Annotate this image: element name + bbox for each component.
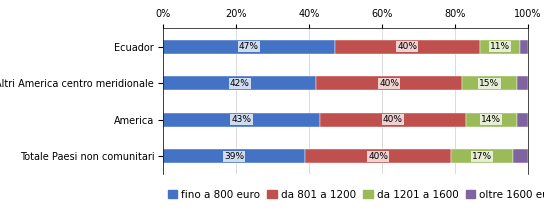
Bar <box>316 76 462 90</box>
Bar <box>451 149 513 163</box>
Bar <box>305 149 451 163</box>
Legend: fino a 800 euro, da 801 a 1200, da 1201 a 1600, oltre 1600 euro: fino a 800 euro, da 801 a 1200, da 1201 … <box>163 186 544 204</box>
Text: 42%: 42% <box>230 79 250 88</box>
Bar <box>480 40 521 54</box>
Bar <box>163 40 335 54</box>
Bar <box>163 76 316 90</box>
Bar <box>320 113 466 127</box>
Text: 40%: 40% <box>379 79 399 88</box>
Bar <box>517 113 528 127</box>
Text: 40%: 40% <box>398 42 417 51</box>
Bar <box>163 149 305 163</box>
Bar <box>335 40 480 54</box>
Text: 39%: 39% <box>224 152 244 161</box>
Text: 47%: 47% <box>239 42 259 51</box>
Text: 14%: 14% <box>481 115 501 124</box>
Text: 15%: 15% <box>479 79 499 88</box>
Bar <box>521 40 528 54</box>
Bar <box>466 113 517 127</box>
Text: 43%: 43% <box>232 115 251 124</box>
Text: 40%: 40% <box>383 115 403 124</box>
Text: 11%: 11% <box>490 42 510 51</box>
Text: 17%: 17% <box>472 152 492 161</box>
Bar <box>517 76 528 90</box>
Bar <box>462 76 517 90</box>
Bar <box>163 113 320 127</box>
Text: 40%: 40% <box>368 152 388 161</box>
Bar <box>513 149 528 163</box>
